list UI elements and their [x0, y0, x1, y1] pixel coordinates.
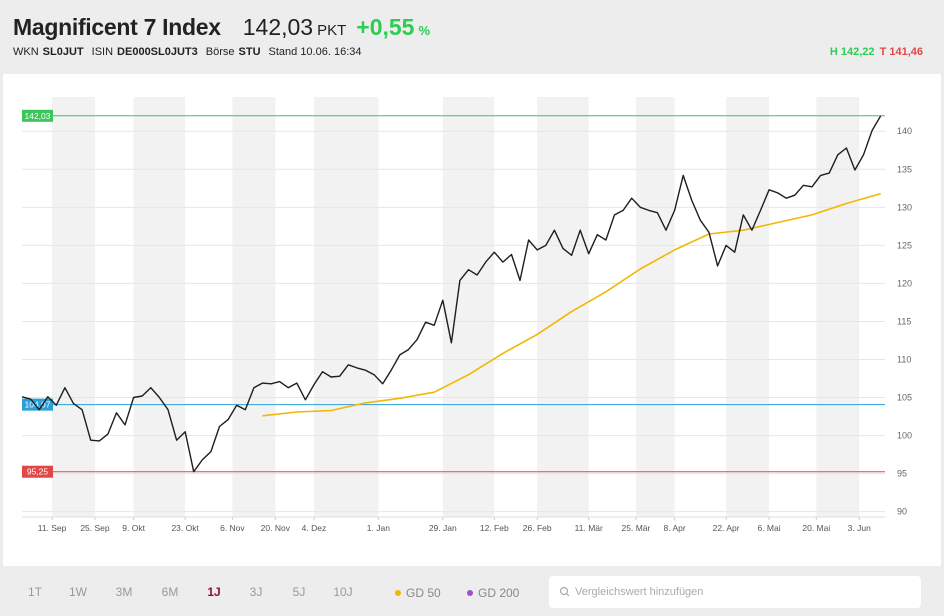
low: T 141,46 [879, 46, 923, 58]
y-tick-label: 110 [897, 355, 911, 365]
x-tick-label: 25. Mär [622, 523, 651, 533]
y-tick-label: 125 [897, 240, 912, 250]
chart: 90 95 100 105 110 115 120 125 130 135 140 11. Sep 25… [3, 74, 941, 566]
high: H 142,22 [829, 46, 875, 58]
x-tick-label: 12. Feb [480, 523, 509, 533]
change-unit: % [418, 23, 431, 38]
range-button[interactable]: 1J [207, 585, 221, 599]
y-tick-label: 95 [897, 469, 907, 479]
x-tick-label: 1. Jan [367, 523, 390, 533]
reference-label-box [22, 465, 53, 478]
series-line [262, 192, 881, 417]
compare-search[interactable]: Vergleichswert hinzufügen [549, 576, 921, 608]
series-line [21, 115, 882, 473]
x-tick-label: 3. Jun [848, 523, 871, 533]
y-tick-label: 120 [897, 278, 912, 288]
legend-item[interactable]: GD 50 [395, 586, 441, 600]
x-tick-label: 20. Nov [261, 523, 291, 533]
x-tick-label: 29. Jan [429, 523, 457, 533]
band [442, 97, 495, 517]
x-tick-label: 11. Mär [575, 523, 603, 533]
footer: Vergleichswert hinzufügen 1T 1W 3M 6M 1J 3J 5J… [0, 566, 944, 616]
x-tick-label: 9. Okt [122, 523, 145, 533]
range-button[interactable]: 3J [249, 585, 263, 599]
reference-label: 142,03 [25, 111, 51, 121]
x-tick-label: 22. Apr [713, 523, 740, 533]
index-title: Magnificent 7 Index [13, 14, 221, 40]
timestamp: Stand 10.06. 16:34 [268, 46, 362, 58]
search-icon [559, 586, 570, 597]
price-unit: PKT [317, 22, 347, 39]
x-tick-label: 6. Nov [220, 523, 245, 533]
info-value: SL0JUT [42, 46, 84, 58]
range-button[interactable]: 1T [27, 585, 43, 599]
range-button[interactable]: 1W [69, 585, 87, 599]
range-button[interactable]: 10J [333, 585, 353, 599]
reference-label-box [22, 109, 53, 122]
x-tick-label: 11. Sep [38, 523, 67, 533]
search-placeholder: Vergleichswert hinzufügen [575, 586, 704, 598]
x-tick-label: 23. Okt [171, 523, 199, 533]
x-tick-label: 8. Apr [664, 523, 686, 533]
band [313, 97, 379, 517]
x-tick-label: 25. Sep [80, 523, 110, 533]
range-button[interactable]: 5J [292, 585, 306, 599]
change: +0,55 [356, 14, 415, 40]
range-button[interactable]: 6M [161, 585, 179, 599]
y-tick-label: 115 [897, 316, 911, 326]
y-tick-label: 140 [897, 126, 912, 136]
x-tick-label: 26. Feb [523, 523, 552, 533]
y-tick-label: 130 [897, 202, 912, 212]
legend-label: GD 50 [406, 586, 441, 600]
reference-label: 95,25 [27, 467, 49, 477]
y-tick-label: 100 [897, 431, 912, 441]
x-tick-label: 6. Mai [757, 523, 780, 533]
indicator-toggle[interactable]: GD 200 [467, 586, 519, 600]
y-tick-label: 90 [897, 507, 907, 517]
band [52, 97, 95, 517]
info-label: Börse [205, 46, 235, 58]
x-tick-label: 20. Mai [802, 523, 830, 533]
legend-label: GD 200 [478, 586, 520, 600]
band [133, 97, 186, 517]
band [232, 97, 276, 517]
band [726, 97, 770, 517]
legend-dot [395, 590, 401, 596]
price: 142,03 [242, 14, 314, 40]
y-tick-label: 135 [897, 164, 912, 174]
reference-label: 104,07 [25, 400, 51, 410]
info-label: ISIN [91, 46, 114, 58]
info-label: WKN [13, 46, 39, 58]
header: Magnificent 7 Index 142,03 PKT +0,55 % W… [0, 0, 944, 74]
range-button[interactable]: 3M [115, 585, 133, 599]
info-row: WKN SL0JUT ISIN DE000SL0JUT3 Börse STU Stand 1… [13, 46, 361, 58]
x-tick-label: 4. Dez [302, 523, 327, 533]
band [635, 97, 675, 517]
info-value: STU [238, 46, 261, 58]
high-low: H 142,22 T 141,46 [830, 46, 923, 58]
info-value: DE000SL0JUT3 [117, 46, 198, 58]
y-tick-label: 105 [897, 393, 912, 403]
legend-dot [467, 590, 473, 596]
title-row: Magnificent 7 Index 142,03 PKT +0,55 % [13, 14, 430, 41]
band [816, 97, 860, 517]
